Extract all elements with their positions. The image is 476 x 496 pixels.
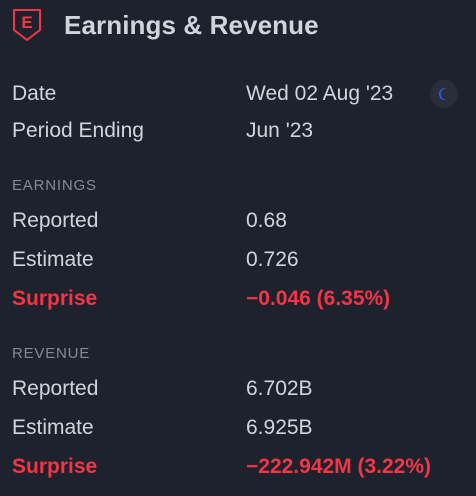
- earnings-estimate-row: Estimate 0.726: [12, 245, 468, 275]
- revenue-estimate-label: Estimate: [12, 416, 94, 439]
- revenue-estimate-value: 6.925B: [246, 416, 313, 439]
- revenue-reported-value: 6.702B: [246, 377, 313, 400]
- earnings-estimate-label: Estimate: [12, 248, 94, 271]
- period-row: Period Ending Jun '23: [12, 116, 468, 146]
- date-label: Date: [12, 82, 57, 105]
- earnings-reported-row: Reported 0.68: [12, 206, 468, 236]
- revenue-reported-row: Reported 6.702B: [12, 374, 468, 404]
- revenue-reported-label: Reported: [12, 377, 99, 400]
- earnings-surprise-value: −0.046 (6.35%): [246, 287, 391, 310]
- revenue-surprise-row: Surprise −222.942M (3.22%): [12, 452, 468, 482]
- earnings-section-title: EARNINGS: [12, 177, 97, 194]
- period-label: Period Ending: [12, 119, 144, 142]
- earnings-reported-label: Reported: [12, 209, 99, 232]
- revenue-section-title: REVENUE: [12, 345, 91, 362]
- earnings-reported-value: 0.68: [246, 209, 287, 232]
- moon-icon[interactable]: [430, 80, 458, 108]
- revenue-surprise-value: −222.942M (3.22%): [246, 455, 432, 478]
- earnings-estimate-value: 0.726: [246, 248, 299, 271]
- panel-title: Earnings & Revenue: [64, 9, 319, 40]
- revenue-estimate-row: Estimate 6.925B: [12, 413, 468, 443]
- earnings-shield-icon: E: [12, 8, 42, 42]
- date-value: Wed 02 Aug '23: [246, 82, 394, 105]
- earnings-surprise-label: Surprise: [12, 287, 98, 310]
- date-row: Date Wed 02 Aug '23: [12, 79, 468, 109]
- earnings-surprise-row: Surprise −0.046 (6.35%): [12, 284, 468, 314]
- revenue-surprise-label: Surprise: [12, 455, 98, 478]
- panel-header: E Earnings & Revenue: [12, 8, 319, 42]
- badge-letter: E: [21, 13, 33, 32]
- period-value: Jun '23: [246, 119, 314, 142]
